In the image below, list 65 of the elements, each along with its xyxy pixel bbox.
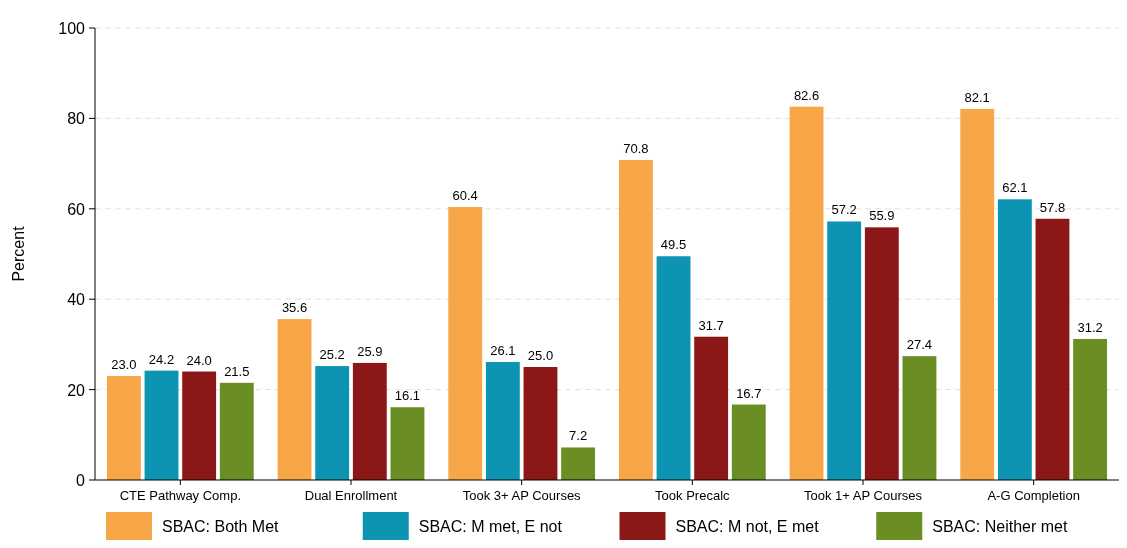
bar <box>731 404 766 480</box>
data-label: 82.6 <box>793 87 820 103</box>
data-label: 62.1 <box>1002 180 1028 196</box>
data-label: 25.9 <box>357 343 383 359</box>
x-tick-label: Took 1+ AP Courses <box>804 488 923 503</box>
data-label: 31.7 <box>698 317 724 333</box>
y-tick-label: 0 <box>76 472 86 489</box>
data-label: 60.4 <box>452 187 478 203</box>
data-label: 26.1 <box>490 343 516 359</box>
data-label: 35.6 <box>281 300 308 316</box>
data-label: 24.0 <box>186 352 212 368</box>
data-label: 16.1 <box>394 388 421 404</box>
bar <box>960 108 995 480</box>
y-axis-title: Percent <box>10 225 27 282</box>
legend-label: SBAC: Both Met <box>162 518 280 535</box>
bar <box>106 376 141 480</box>
bar <box>219 382 254 480</box>
bar <box>997 199 1032 480</box>
bar <box>390 407 425 480</box>
bar <box>864 227 899 480</box>
y-tick-label: 60 <box>67 200 86 218</box>
legend-label: SBAC: M met, E not <box>418 518 563 535</box>
bar <box>485 362 520 480</box>
bar <box>448 206 483 480</box>
x-tick-label: Took 3+ AP Courses <box>462 488 582 503</box>
data-label: 16.7 <box>736 385 762 401</box>
bar <box>352 362 387 480</box>
data-label: 7.2 <box>569 428 588 444</box>
data-label: 25.0 <box>527 348 554 363</box>
data-label: 27.4 <box>906 337 933 353</box>
x-tick-label: A-G Completion <box>987 488 1080 503</box>
bar <box>523 367 558 480</box>
data-label: 31.2 <box>1077 319 1103 335</box>
y-tick-label: 80 <box>67 110 86 128</box>
bar <box>561 447 596 480</box>
data-label: 21.5 <box>224 363 250 379</box>
x-tick-label: CTE Pathway Comp. <box>119 488 242 503</box>
data-label: 25.2 <box>319 347 345 363</box>
data-label: 49.5 <box>660 237 687 253</box>
data-label: 57.2 <box>831 202 857 218</box>
legend-label: SBAC: M not, E met <box>675 518 820 535</box>
bar <box>656 256 691 480</box>
bar <box>827 221 862 480</box>
bar <box>315 366 350 480</box>
data-label: 23.0 <box>111 357 137 373</box>
data-label: 24.2 <box>148 351 175 367</box>
data-label: 70.8 <box>623 140 649 156</box>
bar <box>182 371 217 480</box>
x-tick-label: Took Precalc <box>655 488 731 503</box>
legend-label: SBAC: Neither met <box>932 518 1068 535</box>
bar <box>789 106 824 480</box>
bar <box>694 336 729 480</box>
bar <box>618 159 653 480</box>
bar <box>144 370 179 480</box>
data-label: 57.8 <box>1039 199 1066 215</box>
bar <box>1073 338 1108 480</box>
data-label: 82.1 <box>964 89 990 105</box>
y-tick-label: 20 <box>67 381 86 399</box>
bar <box>277 319 312 480</box>
data-label: 55.9 <box>869 208 895 224</box>
x-tick-label: Dual Enrollment <box>304 488 398 503</box>
bar <box>1035 218 1070 480</box>
bar <box>902 356 937 480</box>
y-tick-label: 100 <box>58 20 86 37</box>
y-tick-label: 40 <box>67 291 86 309</box>
